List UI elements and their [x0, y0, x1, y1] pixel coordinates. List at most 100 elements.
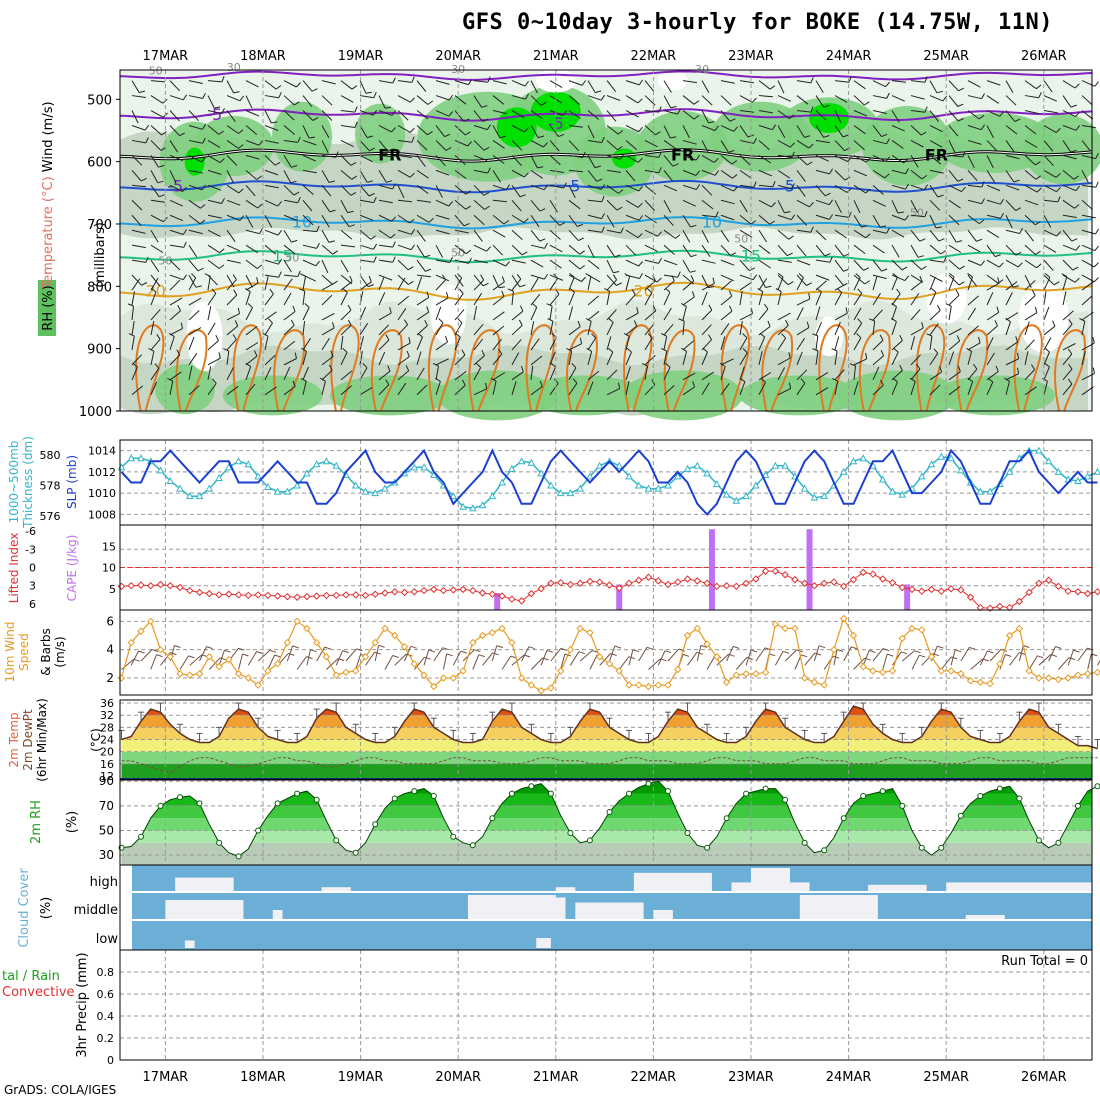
- wind-barb: [568, 343, 582, 351]
- wind-barb: [663, 323, 674, 336]
- wind-barb: [492, 229, 506, 238]
- wind-barb: [530, 140, 544, 148]
- wind-barb-flag: [808, 143, 814, 149]
- wind-barb: [549, 383, 559, 396]
- wind-barb: [815, 274, 830, 281]
- wind-barb-flag: [865, 233, 871, 239]
- wind-barb-flag: [638, 126, 643, 133]
- wind-barb-10m-flag: [274, 654, 281, 658]
- isotherm-25-loop: [761, 329, 794, 412]
- thickness-marker: [420, 463, 428, 471]
- panel-frame: [119, 69, 1093, 412]
- wind-barb: [1062, 125, 1077, 131]
- wind-barb-flag: [481, 349, 485, 356]
- wind-barb-flag: [751, 97, 757, 103]
- wind-speed-marker: [957, 670, 965, 678]
- wind-barb-flag: [392, 241, 396, 248]
- wind-barb-10m-flag: [969, 646, 976, 650]
- thickness-marker: [781, 461, 789, 469]
- wind-barb: [739, 200, 748, 213]
- wind-barb-flag: [278, 92, 282, 98]
- wind-speed-marker: [1044, 674, 1053, 682]
- wind-barb-flag: [693, 115, 700, 120]
- wind-speed-marker: [752, 670, 760, 678]
- wind-barb-10m: [648, 658, 661, 670]
- wind-speed-marker: [713, 653, 721, 661]
- wind-barb: [1081, 281, 1094, 291]
- temp-band: [121, 763, 1092, 779]
- temp-tick-label: 24: [100, 734, 114, 747]
- wind-barb: [701, 125, 716, 132]
- wind-barb: [150, 277, 159, 291]
- wind-barb: [701, 282, 715, 291]
- wind-barb: [815, 139, 830, 144]
- wind-barb-flag: [373, 196, 377, 203]
- thickness-marker: [127, 454, 136, 462]
- axis-label-line: (°C): [89, 728, 103, 752]
- wind-barb: [967, 229, 977, 242]
- wind-barb: [606, 110, 617, 122]
- wind-barb: [549, 184, 564, 189]
- wind-barb-10m-flag: [951, 656, 958, 660]
- wind-barb: [226, 279, 237, 291]
- rh-marker: [606, 809, 613, 815]
- wind-barb: [796, 382, 806, 396]
- wind-barb: [188, 274, 197, 288]
- wind-barb: [397, 382, 407, 396]
- wind-barb-flag: [1019, 227, 1023, 234]
- wind-barb: [245, 110, 260, 117]
- wind-barb-flag: [789, 114, 795, 119]
- wind-barb: [815, 371, 829, 381]
- wind-barb: [378, 324, 390, 336]
- wind-barb: [226, 325, 239, 336]
- wind-barb: [701, 199, 714, 210]
- wind-barb: [511, 259, 526, 264]
- wind-speed-marker: [147, 617, 155, 626]
- wind-speed-marker: [137, 627, 145, 635]
- wind-barb: [131, 139, 146, 144]
- wind-barb: [910, 309, 921, 321]
- time-label-bottom: 25MAR: [923, 1070, 969, 1085]
- wind-barb: [150, 140, 162, 151]
- wind-barb: [378, 125, 392, 133]
- wind-barb: [492, 259, 506, 267]
- wind-barb: [302, 154, 317, 162]
- thickness-marker: [898, 490, 907, 498]
- wind-barb-flag: [987, 377, 994, 383]
- wind-barb-10m: [950, 649, 956, 666]
- wind-barb-flag: [1056, 231, 1061, 237]
- wind-barb-flag: [1000, 212, 1004, 219]
- wind-barb: [644, 214, 657, 224]
- wind-barb-flag: [239, 215, 245, 221]
- wind-barb: [644, 310, 657, 321]
- wind-barb-flag: [1052, 320, 1056, 327]
- wind-barb: [549, 321, 554, 336]
- wind-barb: [283, 358, 297, 366]
- wind-barb-flag: [824, 253, 831, 257]
- wind-barb-flag: [769, 220, 775, 225]
- thickness-marker: [986, 487, 994, 495]
- wind-barb-flag: [539, 238, 546, 242]
- lifted-index-marker: [381, 589, 389, 597]
- wind-barb: [188, 244, 198, 258]
- wind-barb: [131, 229, 146, 234]
- wind-barb: [340, 139, 354, 148]
- wind-barb: [872, 339, 884, 351]
- wind-barb-flag: [787, 281, 794, 286]
- wind-barb: [188, 327, 202, 336]
- wind-barb: [853, 154, 867, 163]
- wind-barb-flag: [1036, 263, 1042, 269]
- wind-barb: [796, 229, 811, 233]
- wind-barb-flag: [354, 106, 358, 113]
- wind-barb: [378, 140, 389, 152]
- wind-barb: [1043, 140, 1054, 152]
- wind-barb: [340, 214, 350, 227]
- wind-barb-flag: [957, 365, 961, 372]
- wind-barb: [131, 366, 138, 381]
- wind-barb-flag: [760, 377, 766, 383]
- rh-marker: [840, 815, 847, 822]
- wind-barb-flag: [233, 91, 240, 94]
- wind-barb: [568, 367, 577, 381]
- wind-barb: [188, 277, 197, 291]
- wind-barb: [169, 371, 182, 381]
